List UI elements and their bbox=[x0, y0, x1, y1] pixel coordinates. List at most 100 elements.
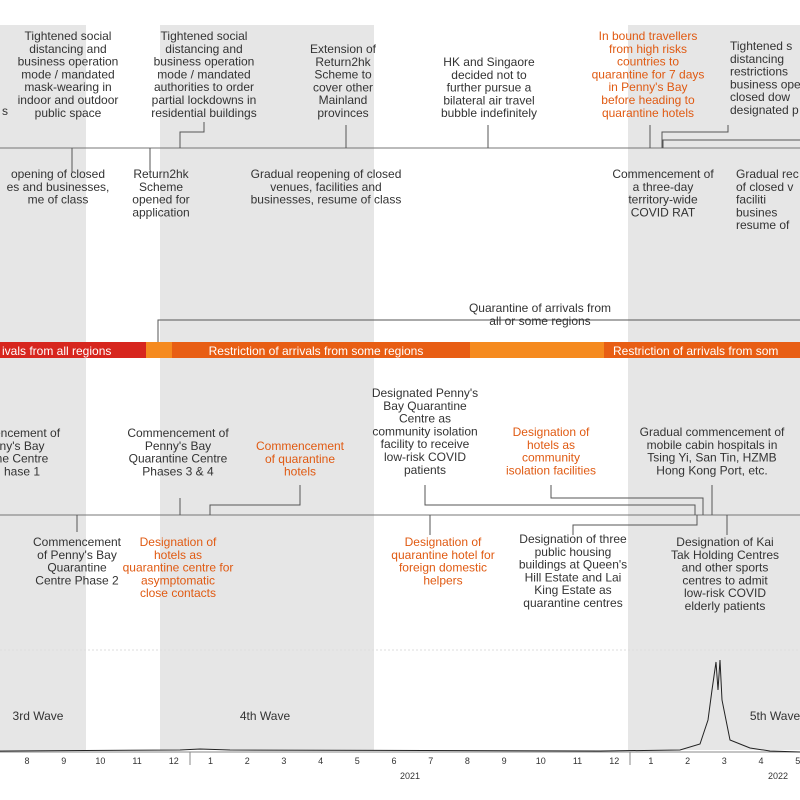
event-line: distancing and bbox=[165, 42, 242, 56]
event-line: Penny's Bay bbox=[145, 439, 211, 453]
event-line: foreign domestic bbox=[399, 561, 487, 575]
event-line: Phases 3 & 4 bbox=[142, 464, 214, 478]
event-line: opening of closed bbox=[11, 167, 105, 181]
event-line: business operation bbox=[154, 55, 255, 69]
month-label: 6 bbox=[391, 756, 396, 766]
event-line: opened for bbox=[132, 193, 189, 207]
event-line: mask-wearing in bbox=[24, 80, 111, 94]
event-line: bilateral air travel bbox=[443, 93, 534, 107]
event-line: public space bbox=[35, 106, 102, 120]
event-line: Tak Holding Centres bbox=[671, 548, 779, 562]
event-line: of quarantine bbox=[265, 452, 335, 466]
period-band bbox=[0, 25, 86, 750]
event-line: Tsing Yi, San Tin, HZMB bbox=[647, 451, 776, 465]
event-line: elderly patients bbox=[685, 599, 766, 613]
month-label: 12 bbox=[169, 756, 179, 766]
month-label: 7 bbox=[428, 756, 433, 766]
month-label: 3 bbox=[722, 756, 727, 766]
event-line: Extension of bbox=[310, 42, 377, 56]
event-line: close contacts bbox=[140, 586, 216, 600]
event-text: Designation of three public housing buildi… bbox=[519, 532, 627, 610]
month-label: 10 bbox=[536, 756, 546, 766]
event-line: Commencement of bbox=[127, 426, 229, 440]
quarantine-label: Quarantine of arrivals from all or some r… bbox=[469, 301, 611, 328]
event-line: residential buildings bbox=[151, 106, 256, 120]
event-line: Commencement bbox=[256, 439, 345, 453]
event-text: Designation of hotels as quarantine centre… bbox=[123, 535, 234, 600]
event-line: mode / mandated bbox=[157, 67, 250, 81]
event-line: Designation of three bbox=[519, 532, 627, 546]
event-line: busines bbox=[736, 205, 777, 219]
month-label: 9 bbox=[61, 756, 66, 766]
event-text: Gradual commencement of mobile cabin hosp… bbox=[640, 425, 785, 477]
month-label: 5 bbox=[355, 756, 360, 766]
event-line: Designation of Kai bbox=[676, 535, 773, 549]
event-text: opening of closed es and businesses, me of… bbox=[7, 167, 110, 207]
connectors bbox=[71, 122, 800, 535]
event-text: Tightened social distancing and business o… bbox=[18, 29, 119, 120]
event-text: Commencement of Penny's Bay Quarantine Cen… bbox=[127, 426, 229, 478]
event-line: centres to admit bbox=[682, 573, 768, 587]
event-line: in Penny's Bay bbox=[608, 80, 687, 94]
event-line: hotels bbox=[284, 465, 316, 479]
event-line: Hong Kong Port, etc. bbox=[656, 463, 767, 477]
event-line: Commencement bbox=[33, 535, 122, 549]
event-line: Tightened social bbox=[25, 29, 112, 43]
event-text: In bound travellers from high risks countr… bbox=[592, 29, 705, 120]
month-label: 8 bbox=[24, 756, 29, 766]
event-line: businesses, resume of class bbox=[251, 193, 402, 207]
event-line: closed dow bbox=[730, 90, 790, 104]
month-label: 5 bbox=[795, 756, 800, 766]
event-line: low-risk COVID bbox=[384, 450, 466, 464]
month-label: 11 bbox=[132, 756, 141, 766]
month-label: 10 bbox=[95, 756, 105, 766]
month-label: 8 bbox=[465, 756, 470, 766]
event-text: Commencement of Penny's Bay Quarantine Cent… bbox=[33, 535, 122, 587]
event-line: COVID RAT bbox=[631, 205, 696, 219]
event-text: Gradual reopening of closed venues, facil… bbox=[251, 167, 402, 207]
arrival-segment bbox=[604, 342, 800, 358]
event-line: me of class bbox=[28, 193, 89, 207]
event-line: patients bbox=[404, 463, 446, 477]
case-curve bbox=[0, 659, 800, 753]
label-line: all or some regions bbox=[489, 314, 590, 328]
month-label: 12 bbox=[609, 756, 619, 766]
month-label: 2 bbox=[245, 756, 250, 766]
event-line: partial lockdowns in bbox=[152, 93, 257, 107]
month-label: 2 bbox=[685, 756, 690, 766]
event-line: buildings at Queen's bbox=[519, 558, 627, 572]
event-line: public housing bbox=[535, 545, 612, 559]
event-text: s bbox=[2, 104, 8, 118]
wave-label: 3rd Wave bbox=[13, 709, 64, 723]
event-line: restrictions bbox=[730, 65, 788, 79]
event-text: Tightened s distancing restrictions busines… bbox=[730, 39, 800, 117]
event-line: Return2hk bbox=[315, 55, 371, 69]
event-line: quarantine hotels bbox=[602, 106, 694, 120]
event-text: Designated Penny's Bay Quarantine Centre a… bbox=[372, 386, 478, 477]
event-line: quarantine centre for bbox=[123, 561, 234, 575]
event-line: ny's Bay bbox=[0, 439, 44, 453]
event-line: Tightened social bbox=[161, 29, 248, 43]
event-line: from high risks bbox=[609, 42, 687, 56]
event-line: Designated Penny's bbox=[372, 386, 478, 400]
event-text: Designation of hotels as community isolatio… bbox=[506, 425, 596, 477]
event-line: decided not to bbox=[451, 68, 527, 82]
event-line: Bay Quarantine bbox=[383, 399, 467, 413]
event-line: Gradual commencement of bbox=[640, 425, 785, 439]
event-text: Extension of Return2hk Scheme to cover othe… bbox=[310, 42, 377, 120]
year-label: 2022 bbox=[768, 771, 788, 781]
event-line: mencement of bbox=[0, 426, 61, 440]
event-line: Scheme to bbox=[314, 68, 372, 82]
event-line: and other sports bbox=[682, 561, 769, 575]
event-text: Gradual rec of closed v faciliti busines res… bbox=[736, 167, 799, 232]
label-line: Quarantine of arrivals from bbox=[469, 301, 611, 315]
event-line: further pursue a bbox=[447, 81, 532, 95]
event-text: Return2hk Scheme opened for application bbox=[132, 167, 189, 219]
arrival-segment bbox=[470, 342, 604, 358]
event-line: bubble indefinitely bbox=[441, 106, 537, 120]
event-line: a three-day bbox=[633, 180, 694, 194]
event-line: Return2hk bbox=[133, 167, 189, 181]
event-line: Gradual reopening of closed bbox=[251, 167, 402, 181]
